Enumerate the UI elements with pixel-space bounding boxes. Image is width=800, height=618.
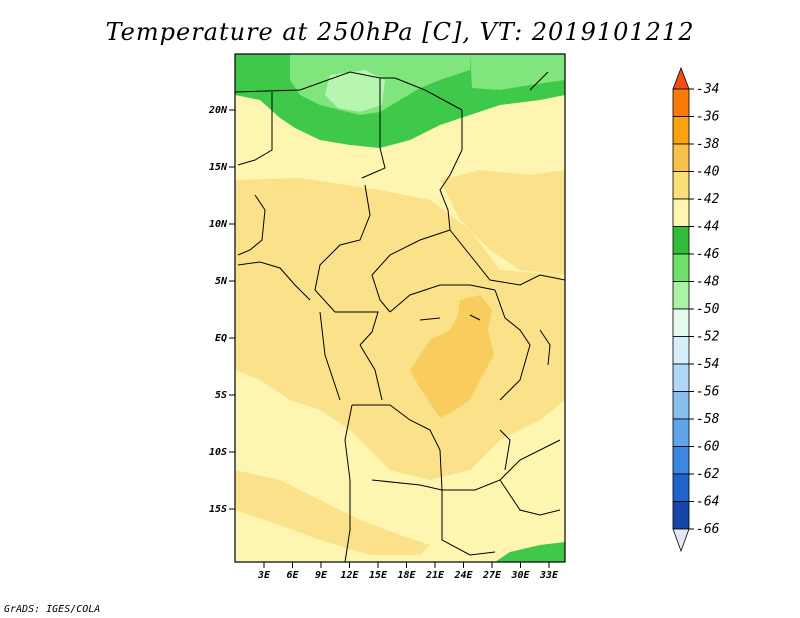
colorbar-segment (672, 308, 690, 337)
lon-label: 21E (425, 570, 445, 581)
colorbar-segment (672, 143, 690, 172)
latitude-axis: 20N 15N 10N 5N EQ 5S 10S 15S (208, 105, 235, 515)
colorbar-segment (672, 336, 690, 365)
warm-region-west (235, 178, 565, 480)
cold-inner-northeast (470, 54, 565, 90)
colorbar-segment (672, 116, 690, 145)
colorbar-segment (672, 446, 690, 475)
lat-label: 10S (209, 447, 227, 458)
colorbar-label: -58 (696, 412, 720, 427)
lat-label: 15S (209, 504, 227, 515)
lon-label: 6E (286, 570, 299, 581)
plot-frame (234, 53, 566, 563)
colorbar-label: -54 (696, 357, 719, 372)
colorbar-segment (672, 501, 690, 530)
colorbar-label: -40 (696, 165, 720, 180)
lon-label: 12E (340, 570, 359, 581)
lat-label: EQ (215, 333, 227, 344)
colorbar-label: -50 (696, 302, 720, 317)
colorbar-segment (672, 391, 690, 420)
colorbar-label: -48 (696, 275, 720, 290)
colorbar-label: -62 (696, 467, 720, 482)
colorbar-segment (672, 171, 690, 200)
cold-core-north (325, 70, 385, 112)
colorbar-label: -44 (696, 220, 719, 235)
lat-label: 10N (209, 219, 228, 230)
lon-label: 30E (510, 570, 530, 581)
lat-label: 20N (208, 105, 228, 116)
lon-label: 9E (315, 570, 328, 581)
colorbar-label: -64 (696, 495, 719, 510)
colorbar-label: -42 (696, 192, 720, 207)
colorbar-label: -52 (696, 330, 720, 345)
colorbar-label: -46 (696, 247, 720, 262)
colorbar-segment (672, 418, 690, 447)
colorbar-label: -38 (696, 137, 720, 152)
longitude-axis: 3E 6E 9E 12E 15E 18E 21E 24E 27E 30E 33E (257, 562, 559, 581)
country-borders (234, 71, 566, 563)
colorbar-label: -56 (696, 385, 720, 400)
colorbar-segment (672, 363, 690, 392)
warm-core (410, 295, 494, 418)
colorbar: -34 -36 -38 -40 -42 -44 -46 -48 -50 -52 -54 -56 -58 -… (672, 66, 720, 553)
grads-credit: GrADS: IGES/COLA (4, 604, 101, 615)
lon-label: 15E (369, 570, 388, 581)
colorbar-segment (672, 198, 690, 227)
chart-title: Temperature at 250hPa [C], VT: 201910121… (105, 18, 695, 46)
colorbar-segment (672, 473, 690, 502)
map-fill (235, 54, 565, 562)
lon-label: 18E (397, 570, 416, 581)
colorbar-segment (672, 226, 690, 255)
lat-label: 5S (215, 390, 227, 401)
lon-label: 24E (453, 570, 473, 581)
lon-label: 33E (539, 570, 559, 581)
lat-label: 15N (209, 162, 228, 173)
warm-region-northeast (440, 170, 565, 275)
lat-label: 5N (215, 276, 228, 287)
colorbar-label: -36 (696, 110, 720, 125)
colorbar-label: -66 (696, 522, 720, 537)
cold-band-southeast (495, 542, 565, 562)
colorbar-top-arrow (672, 66, 690, 90)
colorbar-segment (672, 281, 690, 310)
colorbar-segment (672, 88, 690, 117)
colorbar-bottom-arrow (672, 528, 690, 553)
warm-band-south (235, 470, 430, 555)
lon-label: 3E (257, 570, 271, 581)
colorbar-segment (672, 253, 690, 282)
lon-label: 27E (482, 570, 502, 581)
colorbar-label: -34 (696, 82, 719, 97)
colorbar-label: -60 (696, 440, 720, 455)
